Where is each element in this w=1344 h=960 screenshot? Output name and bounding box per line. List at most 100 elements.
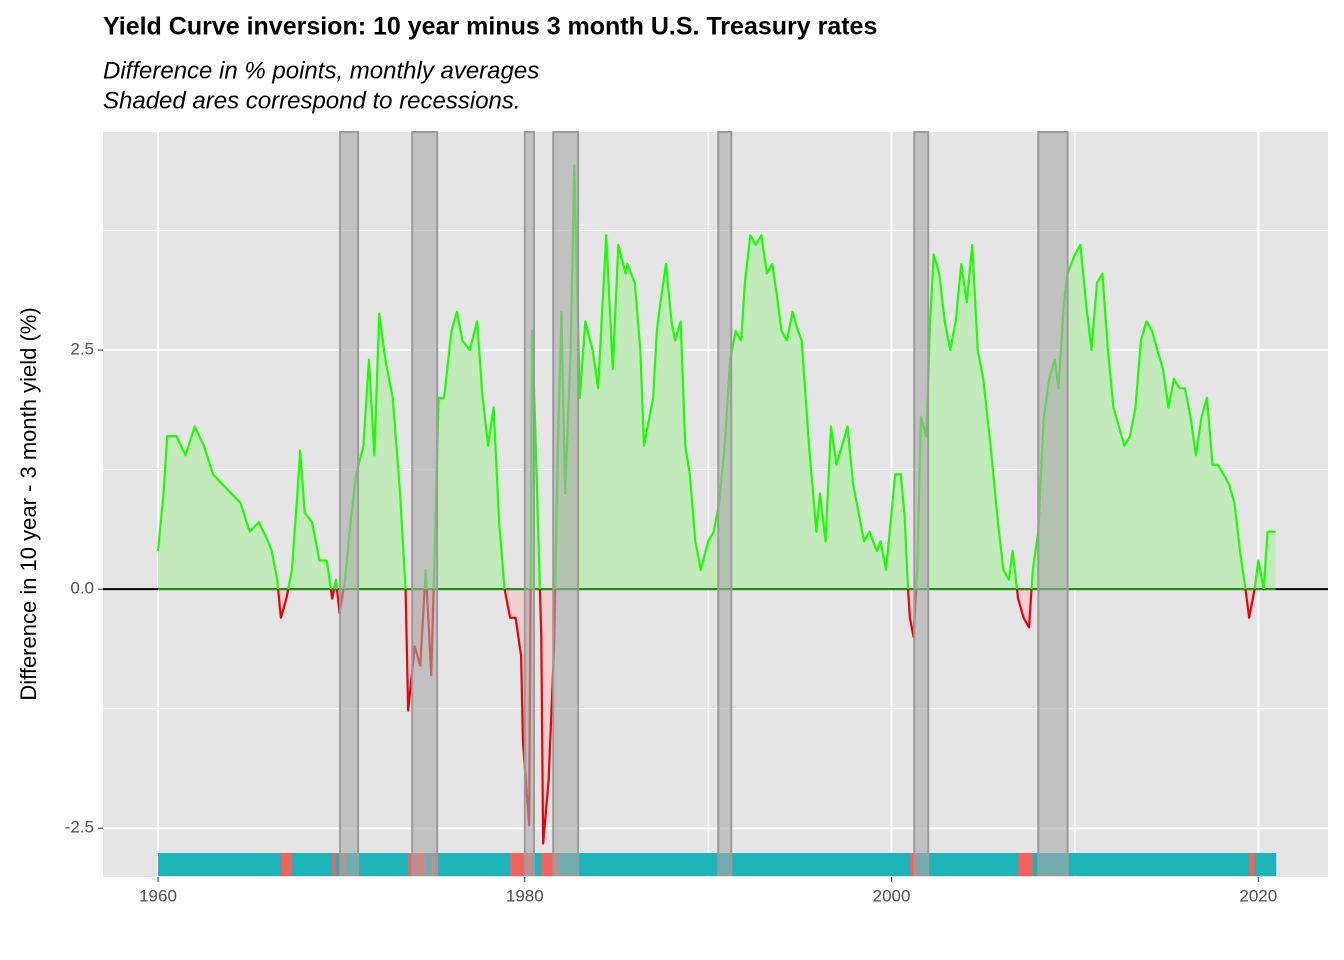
band-segment: [908, 853, 911, 876]
band-segment: [1085, 853, 1092, 876]
band-segment: [1245, 853, 1250, 876]
band-segment: [1146, 853, 1153, 876]
band-segment: [761, 853, 768, 876]
recession: [552, 131, 580, 876]
y-tick-label: -2.5: [65, 818, 94, 837]
band-segment: [891, 853, 896, 876]
band-segment: [744, 853, 751, 876]
band-segment: [618, 853, 627, 876]
band-segment: [1179, 853, 1186, 876]
band-segment: [1102, 853, 1109, 876]
band-segment: [1008, 853, 1014, 876]
band-segment: [585, 853, 594, 876]
band-segment: [1032, 853, 1039, 876]
band-segment: [499, 853, 506, 876]
chart-title: Yield Curve inversion: 10 year minus 3 m…: [103, 13, 877, 41]
band-segment: [374, 853, 380, 876]
band-segment: [713, 853, 720, 876]
band-segment: [312, 853, 320, 876]
band-segment: [1067, 853, 1076, 876]
band-segment: [627, 853, 636, 876]
band-segment: [1135, 853, 1142, 876]
band-segment: [781, 853, 788, 876]
band-segment: [831, 853, 838, 876]
band-segment: [665, 853, 672, 876]
band-segment: [816, 853, 821, 876]
band-segment: [685, 853, 691, 876]
band-segment: [451, 853, 458, 876]
band-segment: [1157, 853, 1164, 876]
band-segment: [708, 853, 715, 876]
band-segment: [671, 853, 676, 876]
band-segment: [900, 853, 905, 876]
band-segment: [1228, 853, 1235, 876]
band-segment: [735, 853, 742, 876]
band-segment: [363, 853, 370, 876]
band-segment: [521, 853, 524, 876]
band-segment: [231, 853, 242, 876]
band-segment: [983, 853, 992, 876]
band-segment: [280, 853, 287, 876]
band-segment: [1140, 853, 1147, 876]
band-segment: [1168, 853, 1175, 876]
band-segment: [167, 853, 177, 876]
band-segment: [1129, 853, 1136, 876]
band-segment: [543, 853, 550, 876]
band-segment: [488, 853, 495, 876]
band-segment: [535, 853, 542, 876]
band-segment: [955, 853, 962, 876]
band-segment: [809, 853, 817, 876]
band-segment: [1096, 853, 1103, 876]
band-segment: [944, 853, 951, 876]
band-segment: [515, 853, 522, 876]
band-segment: [1263, 853, 1268, 876]
band-segment: [291, 853, 298, 876]
band-segment: [772, 853, 779, 876]
band-segment: [548, 853, 555, 876]
band-segment: [477, 853, 484, 876]
band-segment: [990, 853, 999, 876]
recession: [913, 131, 930, 876]
band-segment: [335, 853, 341, 876]
band-segment: [163, 853, 168, 876]
band-segment: [787, 853, 794, 876]
band-segment: [579, 853, 586, 876]
recession: [339, 131, 360, 876]
band-segment: [880, 853, 887, 876]
x-tick-label: 1980: [506, 886, 544, 905]
band-segment: [625, 853, 628, 876]
band-segment: [904, 853, 909, 876]
band-segment: [939, 853, 946, 876]
band-segment: [820, 853, 827, 876]
band-segment: [332, 853, 337, 876]
band-segment: [300, 853, 306, 876]
chart-subtitle: Difference in % points, monthly averages: [103, 57, 539, 84]
band-segment: [847, 853, 854, 876]
band-segment: [1249, 853, 1256, 876]
band-segment: [1206, 853, 1213, 876]
band-segment: [392, 853, 401, 876]
band-segment: [1267, 853, 1277, 876]
band-segment: [612, 853, 619, 876]
band-segment: [462, 853, 471, 876]
band-segment: [1190, 853, 1197, 876]
band-segment: [1217, 853, 1224, 876]
band-segment: [1003, 853, 1010, 876]
band-segment: [504, 853, 511, 876]
band-segment: [1212, 853, 1219, 876]
band-segment: [1201, 853, 1208, 876]
band-segment: [798, 853, 803, 876]
band-segment: [1223, 853, 1230, 876]
band-segment: [858, 853, 865, 876]
x-tick-label: 2020: [1239, 886, 1277, 905]
band-segment: [1091, 853, 1098, 876]
band-segment: [1195, 853, 1202, 876]
band-segment: [836, 853, 843, 876]
recession: [717, 131, 733, 876]
band-segment: [158, 853, 165, 876]
band-segment: [1254, 853, 1259, 876]
band-segment: [326, 853, 333, 876]
band-segment: [1239, 853, 1246, 876]
band-segment: [258, 853, 269, 876]
band-segment: [1162, 853, 1169, 876]
